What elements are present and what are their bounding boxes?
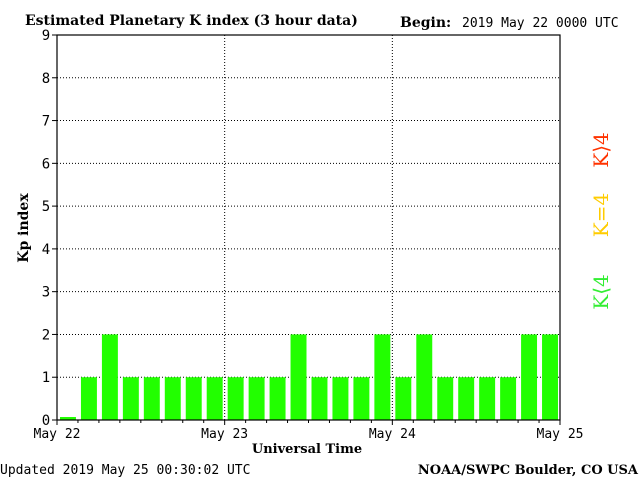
kp-bar xyxy=(332,377,349,420)
x-tick-label: May 25 xyxy=(537,427,584,442)
chart-title: Estimated Planetary K index (3 hour data… xyxy=(25,13,358,29)
kp-bar xyxy=(437,377,454,420)
legend-k-below-4: K⟨4 xyxy=(589,274,613,309)
kp-bar xyxy=(542,334,558,420)
kp-bar xyxy=(479,377,496,420)
kp-bar xyxy=(458,377,475,420)
kp-bar xyxy=(521,334,538,420)
kp-bar xyxy=(374,334,391,420)
source-credit: NOAA/SWPC Boulder, CO USA xyxy=(418,463,639,478)
x-ticks: May 22 May 23 May 24 May 25 xyxy=(34,420,584,442)
y-axis-label: Kp index xyxy=(16,193,32,263)
kp-bar xyxy=(185,377,202,420)
y-tick-label: 0 xyxy=(42,413,50,429)
kp-bar xyxy=(416,334,433,420)
legend-k-above-4: K⟩4 xyxy=(589,132,613,167)
kp-bar xyxy=(60,417,76,420)
y-ticks: 0 1 2 3 4 5 6 7 8 9 xyxy=(42,28,57,429)
y-tick-label: 1 xyxy=(42,370,50,386)
kp-bar xyxy=(248,377,265,420)
kp-bar xyxy=(395,377,412,420)
x-tick-label: May 22 xyxy=(34,427,81,442)
x-tick-label: May 24 xyxy=(369,427,416,442)
kp-bar xyxy=(269,377,286,420)
y-tick-label: 2 xyxy=(42,327,50,343)
begin-label: Begin: xyxy=(400,15,451,31)
y-tick-label: 5 xyxy=(42,199,50,215)
kp-bar xyxy=(143,377,160,420)
y-tick-label: 6 xyxy=(42,156,50,172)
bars-group xyxy=(60,334,558,420)
y-tick-label: 7 xyxy=(42,114,50,130)
kp-bar xyxy=(311,377,328,420)
kp-bar xyxy=(227,377,244,420)
kp-bar xyxy=(164,377,181,420)
kp-bar xyxy=(353,377,370,420)
kp-bar xyxy=(500,377,517,420)
legend-k-equal-4: K=4 xyxy=(589,193,613,237)
kp-bar xyxy=(206,377,223,420)
updated-timestamp: Updated 2019 May 25 00:30:02 UTC xyxy=(0,463,250,478)
kp-bar xyxy=(290,334,307,420)
x-axis-label: Universal Time xyxy=(252,442,362,457)
y-tick-label: 9 xyxy=(42,28,50,44)
y-tick-label: 8 xyxy=(42,71,50,87)
kp-bar xyxy=(122,377,139,420)
grid-lines xyxy=(57,35,560,420)
y-tick-label: 3 xyxy=(42,285,50,301)
y-tick-label: 4 xyxy=(42,242,50,258)
kp-bar xyxy=(80,377,97,420)
kp-bar xyxy=(101,334,118,420)
plot-frame xyxy=(56,34,561,421)
x-tick-label: May 23 xyxy=(201,427,248,442)
begin-value: 2019 May 22 0000 UTC xyxy=(462,16,619,31)
